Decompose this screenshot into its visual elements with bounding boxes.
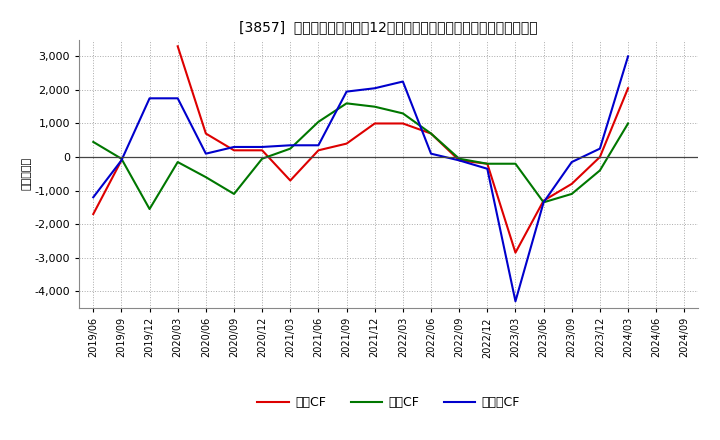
- Line: フリーCF: フリーCF: [94, 56, 628, 301]
- 投資CF: [539, 200, 548, 205]
- フリーCF: [342, 89, 351, 94]
- フリーCF: [539, 200, 548, 205]
- Legend: 営業CF, 投資CF, フリーCF: 営業CF, 投資CF, フリーCF: [253, 392, 525, 414]
- フリーCF: [258, 144, 266, 150]
- フリーCF: [624, 54, 632, 59]
- フリーCF: [483, 166, 492, 172]
- 投資CF: [483, 161, 492, 166]
- 投資CF: [455, 156, 464, 161]
- 投資CF: [511, 161, 520, 166]
- 営業CF: [117, 158, 126, 163]
- 営業CF: [89, 212, 98, 217]
- Y-axis label: （百万円）: （百万円）: [22, 157, 32, 191]
- 投資CF: [314, 119, 323, 125]
- 投資CF: [342, 101, 351, 106]
- 投資CF: [427, 131, 436, 136]
- 投資CF: [595, 168, 604, 173]
- フリーCF: [427, 151, 436, 156]
- 投資CF: [145, 206, 154, 212]
- フリーCF: [370, 86, 379, 91]
- フリーCF: [174, 95, 182, 101]
- フリーCF: [314, 143, 323, 148]
- Line: 営業CF: 営業CF: [94, 161, 122, 214]
- フリーCF: [202, 151, 210, 156]
- 投資CF: [117, 156, 126, 161]
- 投資CF: [202, 175, 210, 180]
- フリーCF: [595, 146, 604, 151]
- フリーCF: [117, 158, 126, 163]
- 投資CF: [258, 156, 266, 161]
- 投資CF: [89, 139, 98, 145]
- 投資CF: [370, 104, 379, 109]
- Title: [3857]  キャッシュフローの12か月移動合計の対前年同期増減額の推移: [3857] キャッシュフローの12か月移動合計の対前年同期増減額の推移: [240, 20, 538, 34]
- 投資CF: [286, 146, 294, 151]
- 投資CF: [230, 191, 238, 197]
- 投資CF: [567, 191, 576, 197]
- フリーCF: [230, 144, 238, 150]
- フリーCF: [145, 95, 154, 101]
- フリーCF: [89, 194, 98, 200]
- フリーCF: [455, 158, 464, 163]
- 投資CF: [174, 159, 182, 165]
- 投資CF: [399, 111, 408, 116]
- フリーCF: [511, 299, 520, 304]
- フリーCF: [286, 143, 294, 148]
- Line: 投資CF: 投資CF: [94, 103, 628, 209]
- フリーCF: [399, 79, 408, 84]
- 投資CF: [624, 121, 632, 126]
- フリーCF: [567, 159, 576, 165]
